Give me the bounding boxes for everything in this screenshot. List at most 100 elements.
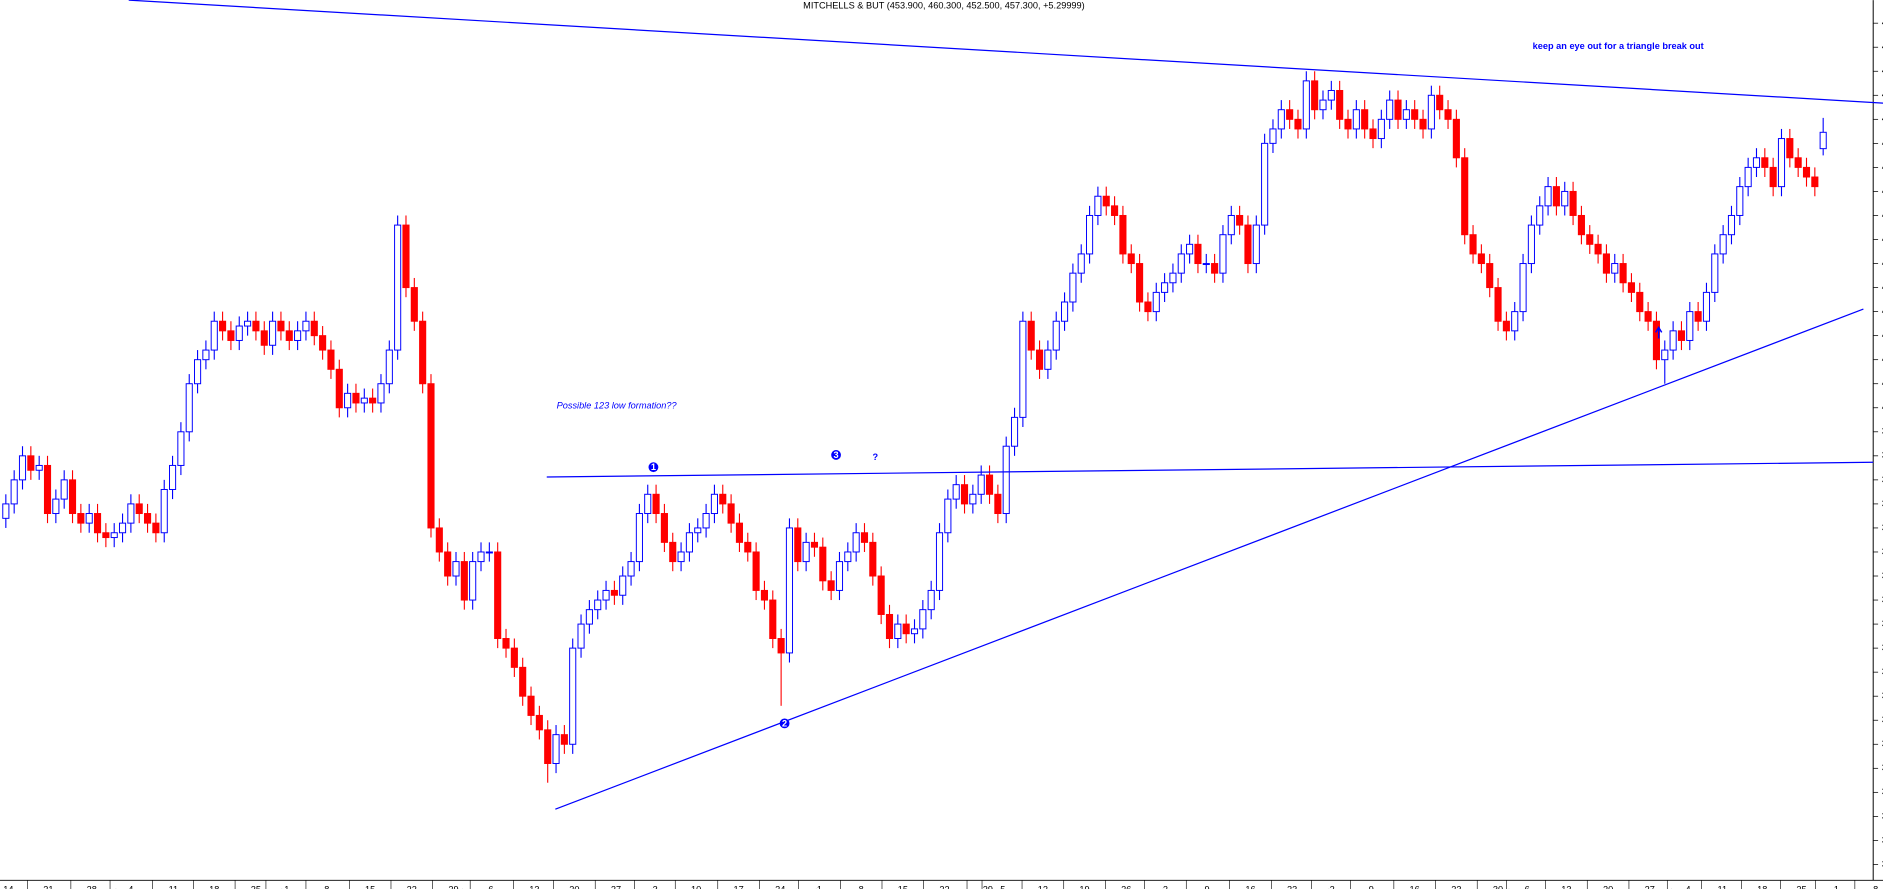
candle-body: [1444, 109, 1452, 120]
candle-body: [1469, 234, 1477, 255]
candle-body: [1686, 311, 1694, 341]
candle-body: [494, 551, 502, 639]
candle-body: [877, 575, 885, 615]
candle-body: [602, 589, 610, 601]
candle-body: [1702, 291, 1711, 322]
candle-body: [1786, 138, 1794, 159]
candle-body: [1452, 118, 1460, 159]
candle-body: [152, 522, 160, 534]
y-tick-label: 325: [1882, 763, 1883, 773]
y-tick-label: 350: [1882, 643, 1883, 653]
candle-body: [1544, 186, 1552, 207]
candle-body: [1669, 330, 1677, 351]
x-tick-label: 14: [3, 885, 13, 889]
y-tick-label: 450: [1882, 162, 1883, 172]
candle-body: [1294, 118, 1302, 130]
x-tick-label: 1: [1834, 885, 1839, 889]
candle-body: [1627, 282, 1635, 293]
y-tick-label: 420: [1882, 306, 1883, 316]
candle-body: [1677, 330, 1686, 341]
x-tick-label: 4: [128, 885, 133, 889]
x-tick-label: 22: [407, 885, 417, 889]
x-tick-label: 16: [1245, 885, 1255, 889]
candle-body: [1419, 118, 1427, 130]
candle-body: [760, 589, 769, 601]
candle-body: [544, 729, 552, 764]
candle-body: [1736, 186, 1744, 216]
trend-line: [546, 461, 1874, 478]
x-tick-label: 28: [87, 885, 97, 889]
candle-body: [1761, 157, 1769, 168]
x-tick-label: 3: [653, 885, 658, 889]
y-tick-label: 445: [1882, 186, 1883, 196]
candle-body: [419, 320, 427, 385]
annotation: Possible 123 low formation??: [557, 400, 678, 410]
x-tick-label: 16: [1410, 885, 1420, 889]
candle-body: [294, 330, 302, 341]
x-tick-label: 11: [1718, 885, 1728, 889]
candle-body: [552, 734, 560, 764]
candle-body: [1336, 89, 1344, 120]
x-tick-label: 4: [1686, 885, 1691, 889]
marker-label: ?: [872, 452, 878, 462]
candle-body: [752, 551, 760, 591]
x-tick-label: 30: [1493, 885, 1503, 889]
x-tick-label: 9: [1369, 885, 1374, 889]
marker-label: 2: [782, 718, 787, 728]
x-tick-label: 29: [983, 885, 993, 889]
candle-body: [735, 522, 743, 543]
candle-body: [1711, 253, 1719, 293]
candle-body: [335, 368, 343, 409]
candle-body: [1227, 214, 1235, 236]
candle-body: [535, 714, 543, 731]
x-tick-label: 9: [1205, 885, 1210, 889]
candle-body: [377, 383, 385, 404]
candle-body: [352, 392, 360, 404]
y-tick-label: 385: [1882, 474, 1883, 484]
candle-body: [710, 493, 718, 515]
y-tick-label: 375: [1882, 522, 1883, 532]
candle-body: [1519, 263, 1527, 313]
y-tick-label: 335: [1882, 715, 1883, 725]
candle-body: [1027, 320, 1035, 351]
candle-body: [310, 320, 318, 337]
candle-body: [1327, 89, 1335, 101]
candle-body: [635, 513, 643, 563]
candle-body: [327, 349, 335, 370]
x-tick-label: 27: [611, 885, 621, 889]
candle-body: [1769, 166, 1777, 188]
candle-body: [52, 498, 60, 515]
candle-body: [1644, 311, 1652, 322]
candle-body: [18, 455, 27, 481]
candle-body: [143, 513, 152, 524]
candle-body: [269, 320, 277, 346]
y-tick-label: 320: [1882, 787, 1883, 797]
candle-body: [1536, 205, 1544, 226]
candle-body: [1111, 205, 1119, 216]
x-tick-label: 17: [733, 885, 743, 889]
x-tick-label: 23: [1287, 885, 1297, 889]
candle-body: [727, 503, 735, 524]
candle-body: [1219, 234, 1227, 274]
x-tick-label: 13: [1561, 885, 1571, 889]
candle-body: [627, 561, 635, 577]
candle-body: [427, 383, 435, 529]
candle-body: [1394, 99, 1402, 120]
x-tick-label: 12: [1038, 885, 1048, 889]
candle-body: [469, 561, 477, 601]
candle-body: [1386, 99, 1394, 120]
y-tick-label: 440: [1882, 210, 1883, 220]
candle-body: [1069, 272, 1077, 303]
annotation: keep an eye out for a triangle break out: [1533, 41, 1704, 51]
y-tick-label: 475: [1882, 42, 1883, 52]
candle-body: [102, 532, 110, 539]
y-tick-label: 380: [1882, 498, 1883, 508]
candle-body: [969, 493, 977, 505]
candle-body: [118, 522, 127, 534]
candle-body: [1269, 128, 1277, 144]
candle-body: [744, 541, 752, 553]
candle-body: [835, 561, 844, 591]
candle-body: [35, 464, 43, 471]
candle-body: [60, 479, 68, 500]
